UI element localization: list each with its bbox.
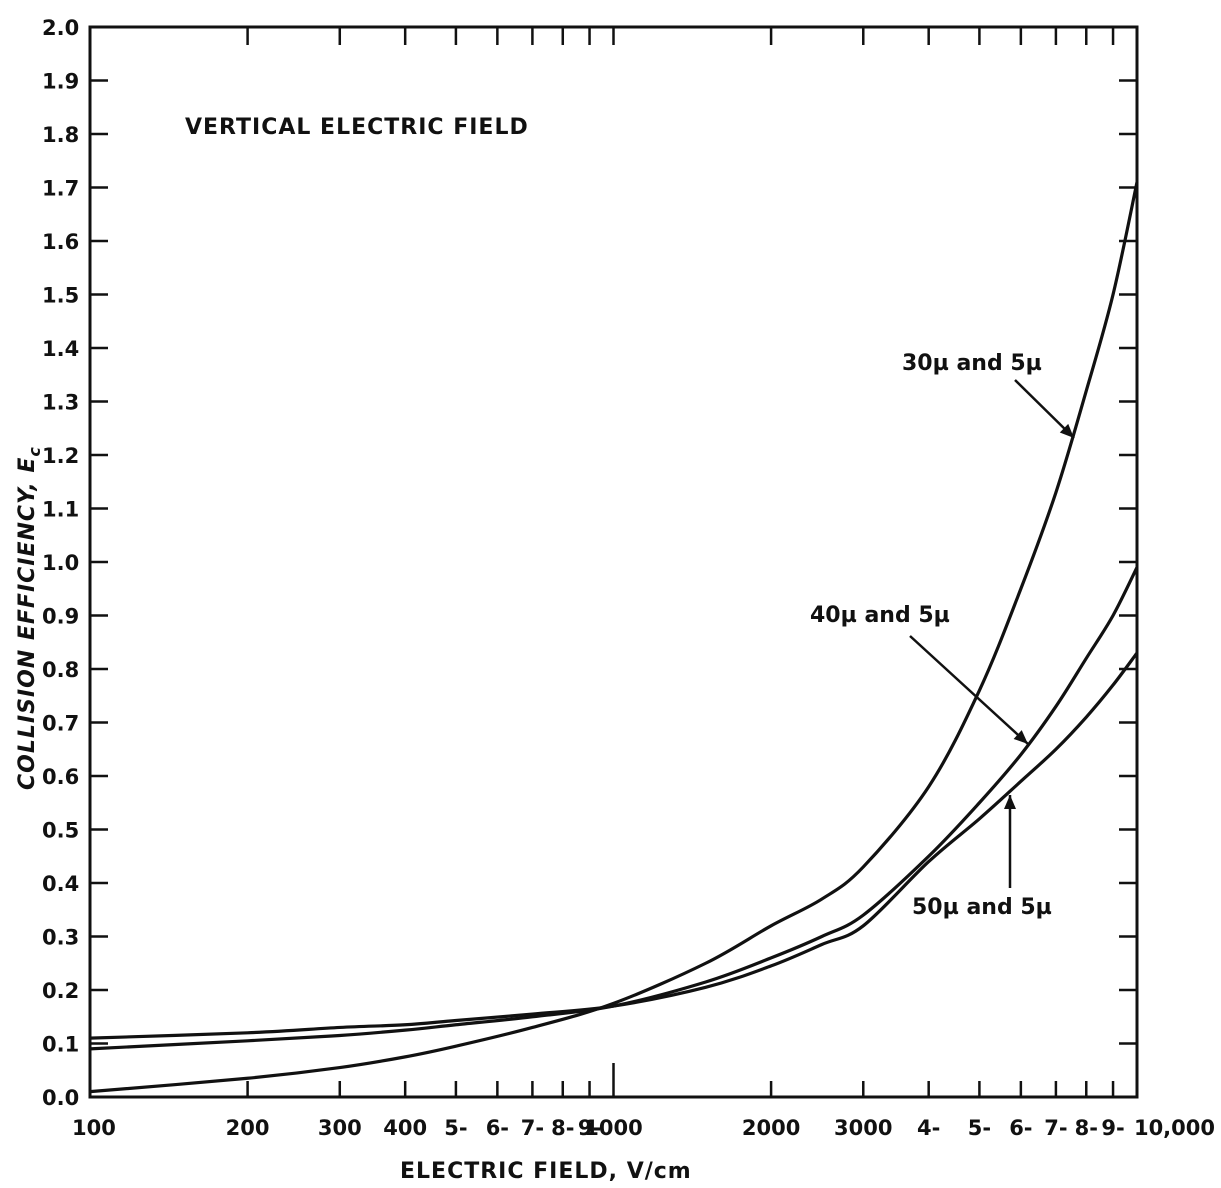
- series-arrow-1: [909, 635, 1029, 745]
- x-tick-label-18: 10,000: [1134, 1116, 1215, 1140]
- y-tick-label-18: 1.8: [42, 123, 79, 147]
- y-tick-label-6: 0.6: [42, 765, 79, 789]
- y-tick-label-15: 1.5: [42, 284, 79, 308]
- series-arrowhead-0: [1059, 423, 1074, 438]
- y-tick-label-5: 0.5: [42, 819, 79, 843]
- chart-title: VERTICAL ELECTRIC FIELD: [185, 115, 529, 140]
- x-tick-label-13: 5-: [968, 1116, 991, 1140]
- y-axis-ticks: [90, 25, 1137, 1099]
- series-label-0: 30µ and 5µ: [902, 351, 1042, 376]
- x-tick-label-8: 9-: [578, 1116, 601, 1140]
- x-axis-ticks: [88, 27, 1139, 1097]
- x-tick-label-6: 7-: [521, 1116, 544, 1140]
- y-axis-label: COLLISION EFFICIENCY, Ec: [15, 446, 44, 790]
- y-tick-label-1: 0.1: [42, 1033, 79, 1057]
- y-tick-label-14: 1.4: [42, 337, 79, 361]
- y-tick-label-4: 0.4: [42, 872, 79, 896]
- series-annotations: 30µ and 5µ 40µ and 5µ 50µ and 5µ: [810, 351, 1075, 920]
- x-axis-label: ELECTRIC FIELD, V/cm: [400, 1159, 692, 1184]
- x-tick-label-4: 5-: [444, 1116, 467, 1140]
- series-arrowhead-2: [1004, 795, 1016, 809]
- x-tick-label-11: 3000: [834, 1116, 892, 1140]
- series-arrowhead-1: [1013, 730, 1028, 744]
- y-tick-label-16: 1.6: [42, 230, 79, 254]
- x-tick-label-12: 4-: [917, 1116, 940, 1140]
- y-tick-label-12: 1.2: [42, 444, 79, 468]
- y-tick-label-13: 1.3: [42, 391, 79, 415]
- y-tick-label-19: 1.9: [42, 70, 79, 94]
- series-label-1: 40µ and 5µ: [810, 603, 950, 628]
- x-tick-label-3: 400: [383, 1116, 427, 1140]
- y-tick-label-3: 0.3: [42, 926, 79, 950]
- y-tick-label-9: 0.9: [42, 605, 79, 629]
- x-tick-label-1: 200: [226, 1116, 270, 1140]
- x-tick-label-5: 6-: [486, 1116, 509, 1140]
- y-axis-label-subscript: c: [25, 446, 44, 456]
- y-tick-label-2: 0.2: [42, 979, 79, 1003]
- y-tick-label-11: 1.1: [42, 498, 79, 522]
- x-tick-label-14: 6-: [1009, 1116, 1032, 1140]
- x-axis-tick-labels: 100 200 300 400 5- 6- 7- 8- 9-1000 2000 3000 4- 5- 6-…: [72, 1116, 1215, 1140]
- series-line-0: [89, 181, 1139, 1094]
- y-tick-label-8: 0.8: [42, 658, 79, 682]
- y-axis-tick-labels: 0.0 0.1 0.2 0.3 0.4 0.5 0.6 0.7 0.8 0.9 1.0 1.1 1.2 1…: [42, 16, 79, 1110]
- series-line-2: [89, 651, 1139, 1040]
- x-tick-label-17: 9-: [1101, 1116, 1124, 1140]
- y-tick-label-0: 0.0: [42, 1086, 79, 1110]
- series-label-2: 50µ and 5µ: [912, 895, 1052, 920]
- x-tick-label-0: 100: [72, 1116, 116, 1140]
- y-tick-label-20: 2.0: [42, 16, 79, 40]
- series-curves: [89, 181, 1139, 1094]
- plot-frame: [88, 25, 1139, 1099]
- y-axis-label-main: COLLISION EFFICIENCY, E: [15, 457, 40, 790]
- x-tick-label-9: 1000: [584, 1116, 642, 1140]
- y-tick-label-10: 1.0: [42, 551, 79, 575]
- y-tick-label-7: 0.7: [42, 712, 79, 736]
- x-tick-label-10: 2000: [742, 1116, 800, 1140]
- x-tick-label-7: 8-: [551, 1116, 574, 1140]
- x-tick-label-16: 8-: [1075, 1116, 1098, 1140]
- y-tick-label-17: 1.7: [42, 177, 79, 201]
- x-tick-label-2: 300: [318, 1116, 362, 1140]
- x-tick-label-15: 7-: [1044, 1116, 1067, 1140]
- series-line-1: [89, 566, 1139, 1051]
